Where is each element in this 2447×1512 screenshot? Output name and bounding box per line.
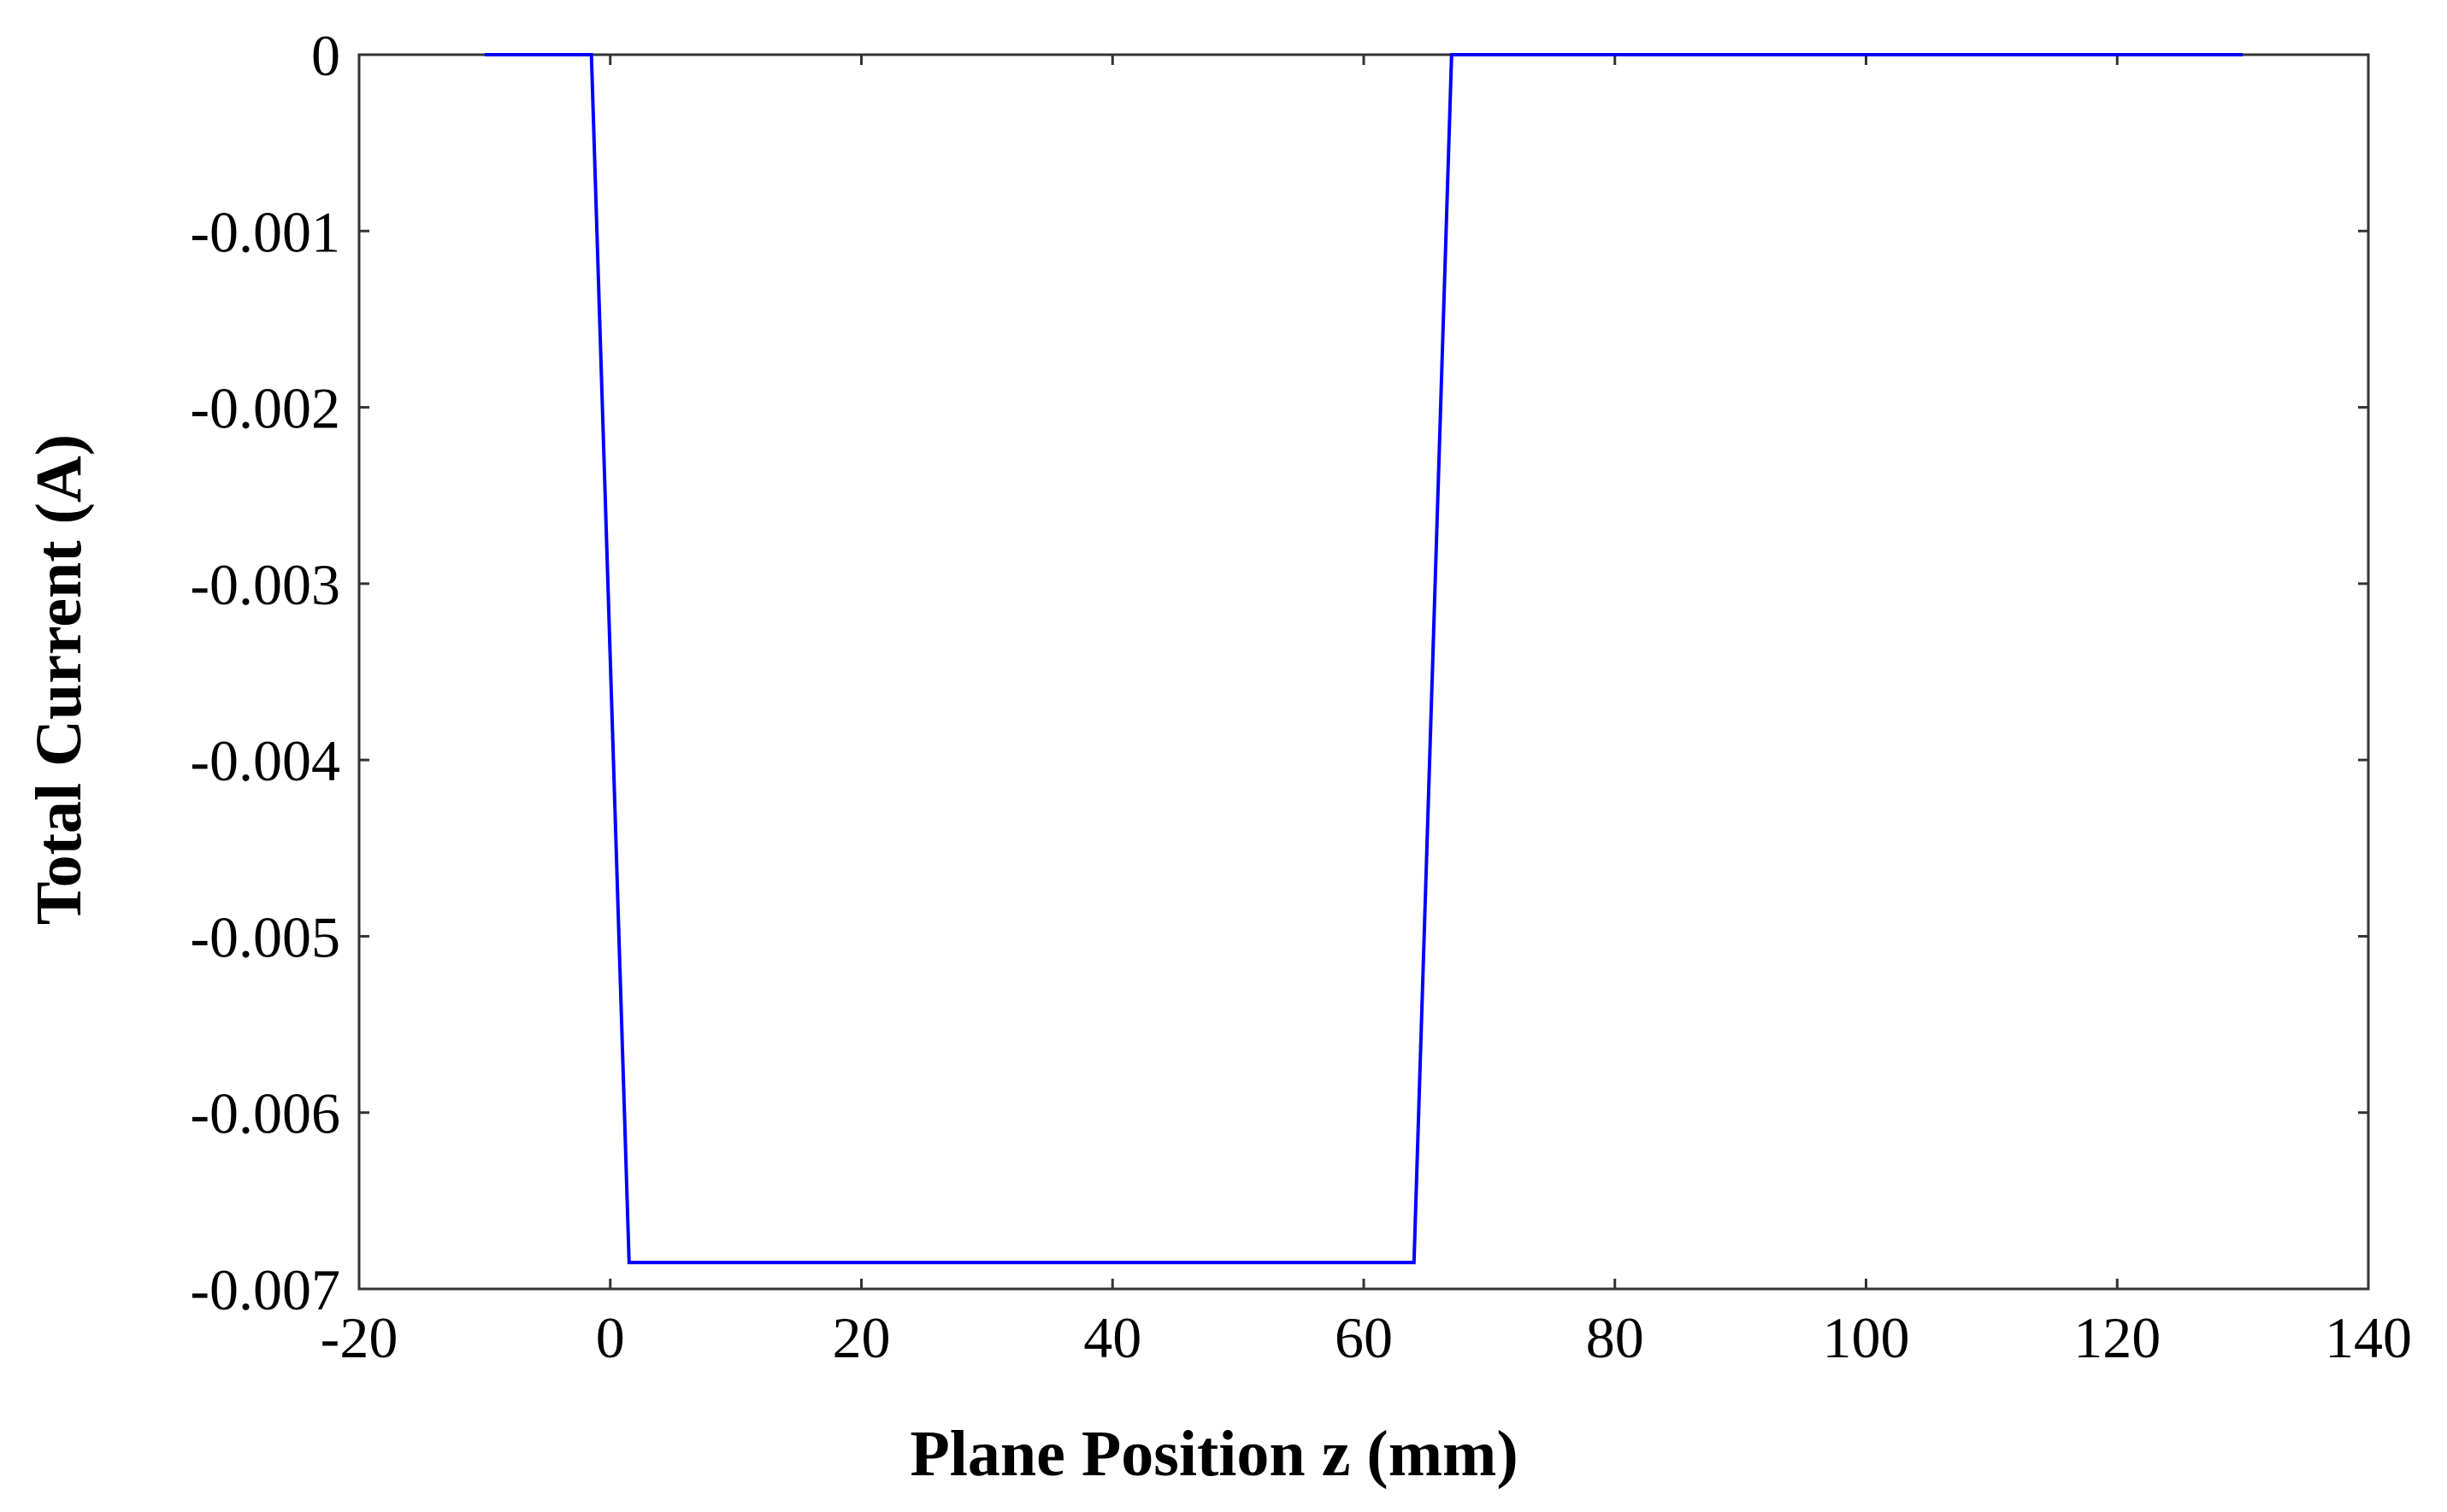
x-tick-label: 20 <box>833 1305 891 1370</box>
y-tick-label: -0.003 <box>190 552 340 617</box>
y-tick-label: -0.007 <box>190 1257 340 1322</box>
y-tick-label: -0.005 <box>190 904 340 969</box>
y-axis-title: Total Current (A) <box>23 434 95 925</box>
plot-area <box>357 53 2370 1291</box>
x-tick-label: 0 <box>596 1305 625 1370</box>
x-tick-label: 80 <box>1586 1305 1644 1370</box>
series-layer <box>484 53 2244 1265</box>
y-tick-label: -0.004 <box>190 728 340 793</box>
x-tick-label: -20 <box>321 1305 398 1370</box>
x-tick-label: 120 <box>2073 1305 2161 1370</box>
y-tick-label: -0.001 <box>190 199 340 264</box>
y-tick-label: -0.002 <box>190 376 340 441</box>
x-axis-title: Plane Position z (mm) <box>910 1418 1518 1490</box>
y-tick-label: -0.006 <box>190 1081 340 1146</box>
series-line <box>484 53 2244 1265</box>
x-tick-label: 40 <box>1083 1305 1141 1370</box>
y-tick-label: 0 <box>311 23 340 88</box>
x-tick-label: 100 <box>1823 1305 1910 1370</box>
x-tick-label: 140 <box>2325 1305 2412 1370</box>
x-tick-label: 60 <box>1335 1305 1393 1370</box>
plot-frame <box>357 53 2370 1291</box>
ticks-layer: -20 0 20 40 60 80 100 120 140 0 -0.001 -0.002 -0.003… <box>190 23 2412 1370</box>
